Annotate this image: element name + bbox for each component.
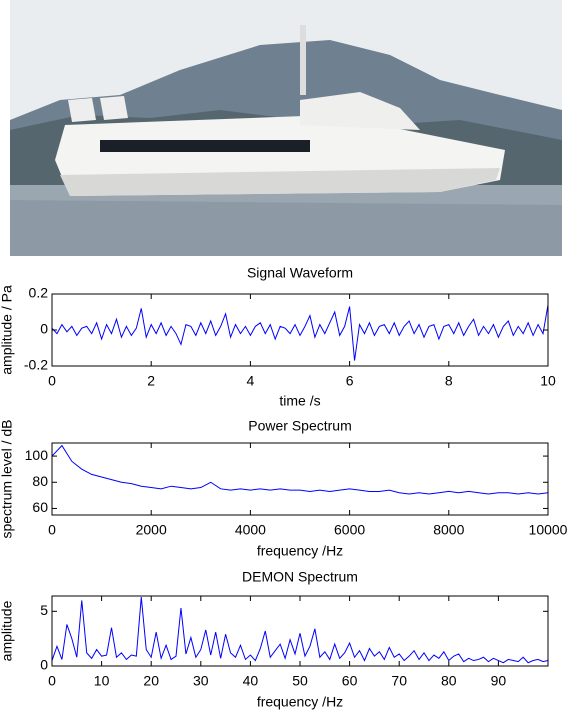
y-tick-label: -0.2 [24, 357, 48, 373]
x-tick-label: 10 [540, 373, 556, 389]
x-tick-label: 2000 [136, 522, 167, 538]
x-tick-label: 60 [342, 673, 358, 689]
chart-title: Signal Waveform [247, 265, 353, 281]
x-axis-label: frequency /Hz [257, 694, 343, 710]
x-tick-label: 90 [491, 673, 507, 689]
plot-area [52, 443, 548, 515]
x-tick-label: 6 [346, 373, 354, 389]
y-tick-label: 0.2 [29, 285, 49, 301]
x-tick-label: 0 [48, 673, 56, 689]
x-axis-label: time /s [279, 393, 320, 409]
plot-area [52, 596, 548, 666]
x-tick-label: 4000 [235, 522, 266, 538]
signal-line [51, 597, 549, 664]
x-tick-label: 8 [445, 373, 453, 389]
x-tick-label: 6000 [334, 522, 365, 538]
x-tick-label: 20 [143, 673, 159, 689]
x-tick-label: 70 [391, 673, 407, 689]
axes-box [51, 442, 549, 516]
x-tick-label: 0 [48, 373, 56, 389]
plot-area [52, 294, 548, 366]
x-tick-label: 10000 [529, 522, 568, 538]
x-tick-label: 10 [94, 673, 110, 689]
y-axis-label: amplitude / Pa [0, 285, 15, 375]
signal-line [51, 444, 549, 495]
y-tick-label: 0 [40, 657, 48, 673]
x-tick-label: 80 [441, 673, 457, 689]
y-tick-label: 80 [32, 473, 48, 489]
ship-photo [10, 0, 562, 256]
chart-title: Power Spectrum [248, 418, 351, 434]
x-tick-label: 0 [48, 522, 56, 538]
x-tick-label: 2 [147, 373, 155, 389]
y-tick-label: 60 [32, 499, 48, 515]
x-tick-label: 40 [243, 673, 259, 689]
y-tick-label: 100 [25, 447, 49, 463]
y-axis-label: amplitude [0, 600, 15, 661]
x-tick-label: 8000 [433, 522, 464, 538]
chart-title: DEMON Spectrum [242, 569, 358, 585]
y-tick-label: 0 [40, 321, 48, 337]
x-tick-label: 30 [193, 673, 209, 689]
signal-line [51, 304, 549, 361]
x-tick-label: 50 [292, 673, 308, 689]
y-axis-label: spectrum level / dB [0, 419, 15, 538]
x-tick-label: 4 [247, 373, 255, 389]
y-tick-label: 5 [40, 602, 48, 618]
x-axis-label: frequency /Hz [257, 543, 343, 559]
